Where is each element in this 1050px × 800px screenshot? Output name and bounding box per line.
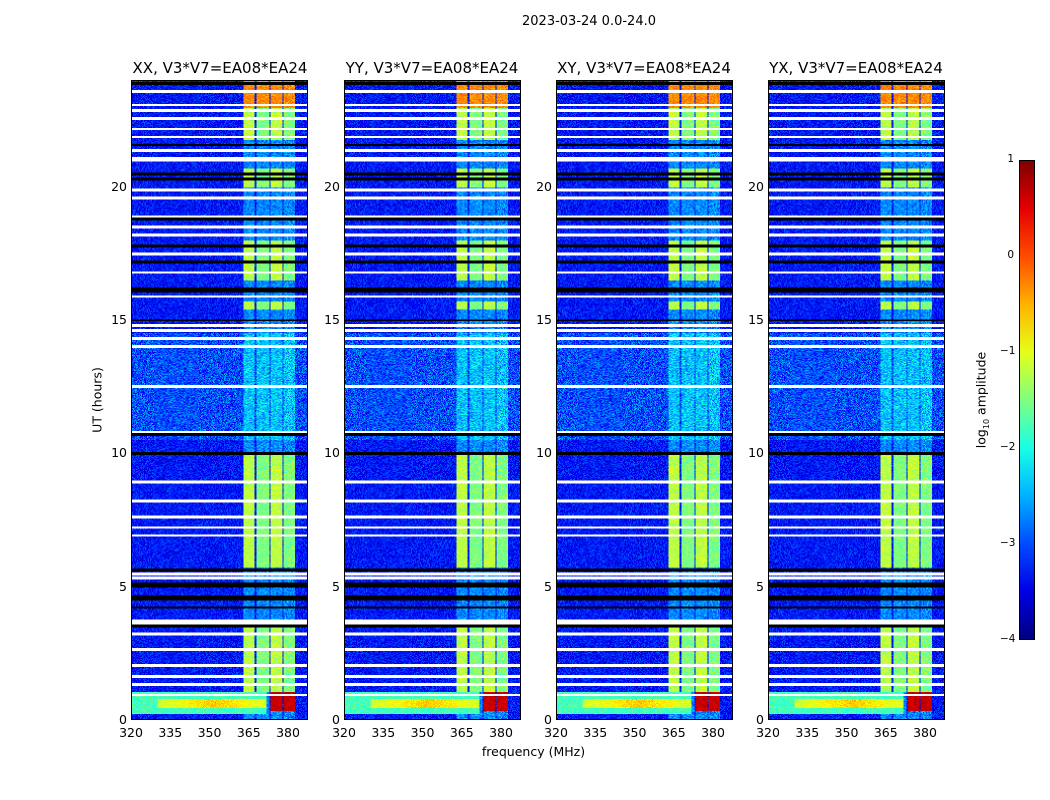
x-tick-label: 350 <box>410 725 435 740</box>
x-tick-label: 365 <box>449 725 474 740</box>
y-tick-label: 0 <box>332 712 340 727</box>
x-tick-label: 350 <box>834 725 859 740</box>
y-tick-label: 0 <box>544 712 552 727</box>
y-axis-label: UT (hours) <box>89 367 105 433</box>
colorbar <box>1019 160 1035 640</box>
y-tick-label: 0 <box>756 712 764 727</box>
y-tick-label: 20 <box>748 178 764 194</box>
waterfall-panel-yx <box>768 80 945 720</box>
waterfall-panel-xy <box>556 80 733 720</box>
y-tick-label: 20 <box>536 178 552 194</box>
y-tick-label: 10 <box>536 445 552 461</box>
y-tick-label: 5 <box>332 578 340 594</box>
x-tick-label: 335 <box>583 725 608 740</box>
x-tick-label: 365 <box>236 725 261 740</box>
colorbar-label: log10 amplitude <box>973 351 991 449</box>
y-tick-label: 5 <box>544 578 552 594</box>
y-tick-label: 10 <box>748 445 764 461</box>
x-tick-label: 380 <box>913 725 937 740</box>
y-tick-label: 15 <box>748 312 764 327</box>
x-tick-label: 365 <box>661 725 686 740</box>
y-tick-label: 20 <box>111 178 127 194</box>
panel-title-yx: YX, V3*V7=EA08*EA24 <box>769 59 943 77</box>
x-tick-label: 350 <box>622 725 647 740</box>
x-tick-label: 320 <box>332 725 356 740</box>
y-tick-label: 10 <box>111 445 127 461</box>
x-tick-label: 380 <box>489 725 513 740</box>
x-tick-label: 350 <box>197 725 222 740</box>
colorbar-tick: −3 <box>1000 537 1016 549</box>
x-tick-label: 320 <box>544 725 568 740</box>
x-axis-label: frequency (MHz) <box>481 744 586 759</box>
x-tick-label: 320 <box>119 725 143 740</box>
x-tick-label: 335 <box>371 725 396 740</box>
colorbar-tick: −1 <box>1000 345 1016 357</box>
colorbar-tick: −2 <box>1000 441 1016 453</box>
x-tick-label: 365 <box>873 725 898 740</box>
x-tick-label: 380 <box>276 725 300 740</box>
y-tick-label: 20 <box>324 178 340 194</box>
y-tick-label: 0 <box>119 712 127 727</box>
x-tick-label: 335 <box>158 725 183 740</box>
panel-title-xy: XY, V3*V7=EA08*EA24 <box>557 59 731 77</box>
colorbar-tick: 0 <box>1007 249 1014 261</box>
y-tick-label: 15 <box>111 312 127 327</box>
y-tick-label: 5 <box>119 578 127 594</box>
colorbar-tick: −4 <box>1000 633 1016 645</box>
waterfall-panel-yy <box>344 80 521 720</box>
x-tick-label: 335 <box>795 725 820 740</box>
figure-title: 2023-03-24 0.0-24.0 <box>522 14 656 29</box>
y-tick-label: 15 <box>536 312 552 327</box>
y-tick-label: 10 <box>324 445 340 461</box>
x-tick-label: 320 <box>756 725 780 740</box>
y-tick-label: 5 <box>756 578 764 594</box>
colorbar-tick: 1 <box>1007 153 1014 165</box>
x-tick-label: 380 <box>701 725 725 740</box>
panel-title-yy: YY, V3*V7=EA08*EA24 <box>345 59 519 77</box>
waterfall-panel-xx <box>131 80 308 720</box>
panel-title-xx: XX, V3*V7=EA08*EA24 <box>132 59 308 77</box>
y-tick-label: 15 <box>324 312 340 327</box>
